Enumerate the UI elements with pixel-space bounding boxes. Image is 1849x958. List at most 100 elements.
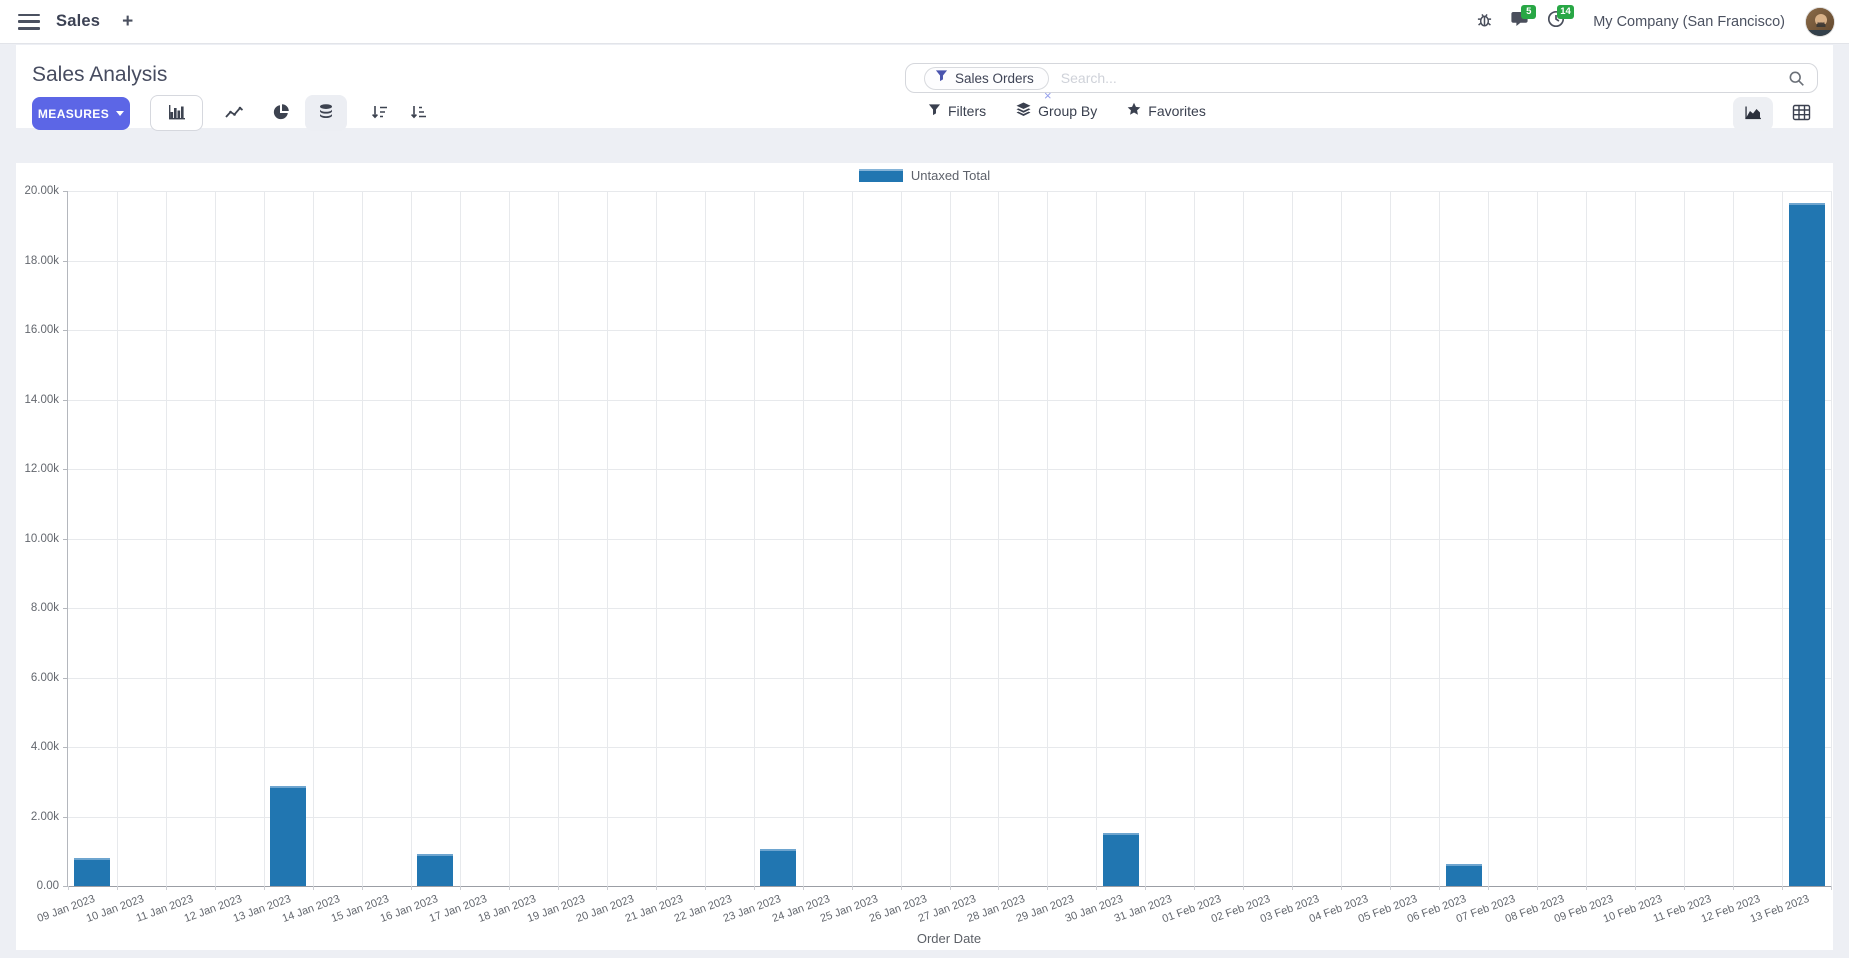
x-tick-mark xyxy=(1439,886,1441,890)
x-grid-line xyxy=(214,191,216,886)
search-placeholder: Search... xyxy=(1060,70,1117,86)
company-switcher[interactable]: My Company (San Francisco) xyxy=(1593,13,1785,30)
activities-count-badge: 14 xyxy=(1557,4,1574,19)
x-tick-mark xyxy=(116,886,118,890)
group-by-dropdown[interactable]: Group By xyxy=(1016,102,1097,119)
x-grid-line xyxy=(1390,191,1392,886)
line-chart-icon xyxy=(224,104,244,123)
chart-type-line-button[interactable] xyxy=(215,95,253,131)
y-tick-mark xyxy=(63,816,68,818)
stacked-toggle-button[interactable] xyxy=(305,95,347,131)
search-options-bar: Filters Group By Favorites xyxy=(928,102,1206,119)
x-grid-line xyxy=(312,191,314,886)
x-grid-line xyxy=(998,191,1000,886)
x-tick-mark xyxy=(165,886,167,890)
top-navbar: Sales + 5 xyxy=(0,0,1849,44)
graph-view-button[interactable] xyxy=(1733,97,1773,131)
bar[interactable] xyxy=(1445,864,1482,886)
new-record-button[interactable]: + xyxy=(122,11,134,32)
x-grid-line xyxy=(949,191,951,886)
x-grid-line xyxy=(1047,191,1049,886)
y-tick-label: 2.00k xyxy=(30,810,59,823)
x-grid-line xyxy=(704,191,706,886)
x-tick-mark xyxy=(1096,886,1098,890)
y-tick-mark xyxy=(63,538,68,540)
bar-chart-icon xyxy=(167,103,187,124)
favorites-dropdown[interactable]: Favorites xyxy=(1127,102,1206,119)
y-tick-label: 14.00k xyxy=(24,393,59,406)
view-switcher xyxy=(1733,97,1821,131)
bar[interactable] xyxy=(1102,833,1139,886)
user-avatar[interactable] xyxy=(1805,6,1835,37)
y-tick-mark xyxy=(63,677,68,679)
x-tick-mark xyxy=(214,886,216,890)
sort-descending-icon xyxy=(371,104,388,123)
x-tick-mark xyxy=(263,886,265,890)
bar[interactable] xyxy=(760,849,797,886)
control-panel: Sales Analysis MEASURES xyxy=(16,45,1833,131)
x-tick-mark xyxy=(1194,886,1196,890)
x-tick-mark xyxy=(68,886,69,890)
x-grid-line xyxy=(1145,191,1147,886)
facet-remove-icon[interactable]: × xyxy=(1044,88,1052,103)
x-tick-mark xyxy=(655,886,657,890)
activities-button[interactable]: 14 xyxy=(1543,4,1574,35)
messages-count-badge: 5 xyxy=(1521,4,1537,19)
pie-chart-icon xyxy=(272,103,290,124)
bug-icon xyxy=(1476,11,1493,33)
x-grid-line xyxy=(1586,191,1588,886)
x-grid-line xyxy=(606,191,608,886)
y-tick-mark xyxy=(63,747,68,748)
x-grid-line xyxy=(1488,191,1490,886)
x-tick-mark xyxy=(606,886,608,890)
x-tick-mark xyxy=(1145,886,1147,890)
x-tick-mark xyxy=(1684,886,1686,890)
x-grid-line xyxy=(851,191,853,886)
legend-label: Untaxed Total xyxy=(910,168,991,183)
x-tick-mark xyxy=(900,886,902,890)
filters-dropdown[interactable]: Filters xyxy=(928,103,986,119)
x-grid-line xyxy=(1439,191,1441,886)
x-axis-title: Order Date xyxy=(916,931,982,946)
bar[interactable] xyxy=(270,785,307,886)
x-tick-mark xyxy=(1586,886,1588,890)
x-tick-mark xyxy=(851,886,853,890)
chart-type-bar-button[interactable] xyxy=(150,95,203,131)
measures-button[interactable]: MEASURES xyxy=(32,97,130,130)
debug-button[interactable] xyxy=(1471,9,1497,35)
sort-descending-button[interactable] xyxy=(361,95,397,131)
x-grid-line xyxy=(557,191,559,886)
y-tick-label: 6.00k xyxy=(30,671,59,684)
apps-menu-icon[interactable] xyxy=(18,13,40,30)
y-tick-label: 0.00 xyxy=(36,880,59,892)
x-tick-mark xyxy=(1390,886,1392,890)
x-grid-line xyxy=(1782,191,1784,886)
chart-type-pie-button[interactable] xyxy=(262,95,300,131)
x-tick-mark xyxy=(1733,886,1735,890)
clock-icon xyxy=(1547,10,1565,33)
x-grid-line xyxy=(900,191,902,886)
legend-swatch[interactable] xyxy=(858,169,903,182)
x-tick-mark xyxy=(1537,886,1539,890)
x-grid-line xyxy=(655,191,657,886)
messages-button[interactable]: 5 xyxy=(1507,4,1537,35)
bar[interactable] xyxy=(417,854,454,886)
x-grid-line xyxy=(1292,191,1294,886)
filter-funnel-icon xyxy=(935,69,948,87)
y-tick-label: 10.00k xyxy=(24,532,59,545)
x-tick-mark xyxy=(361,886,363,890)
x-grid-line xyxy=(1537,191,1539,886)
search-icon[interactable] xyxy=(1788,70,1805,87)
x-grid-line xyxy=(263,191,265,886)
chevron-down-icon xyxy=(116,111,125,116)
search-facet-sales-orders[interactable]: Sales Orders xyxy=(924,66,1049,90)
pivot-view-button[interactable] xyxy=(1781,97,1821,131)
search-input[interactable]: Sales Orders Search... xyxy=(905,63,1818,93)
x-tick-mark xyxy=(1635,886,1637,890)
sort-ascending-button[interactable] xyxy=(400,95,436,131)
bar[interactable] xyxy=(1788,202,1825,886)
x-tick-mark xyxy=(508,886,510,890)
graph-view: Untaxed Total 0.00 2.00k 4.00k 6.00k 8.00k 10… xyxy=(16,163,1833,950)
bar[interactable] xyxy=(74,858,111,886)
chart-plot-area: 0.00 2.00k 4.00k 6.00k 8.00k 10.00k 12.00k 14.0… xyxy=(24,185,1832,925)
